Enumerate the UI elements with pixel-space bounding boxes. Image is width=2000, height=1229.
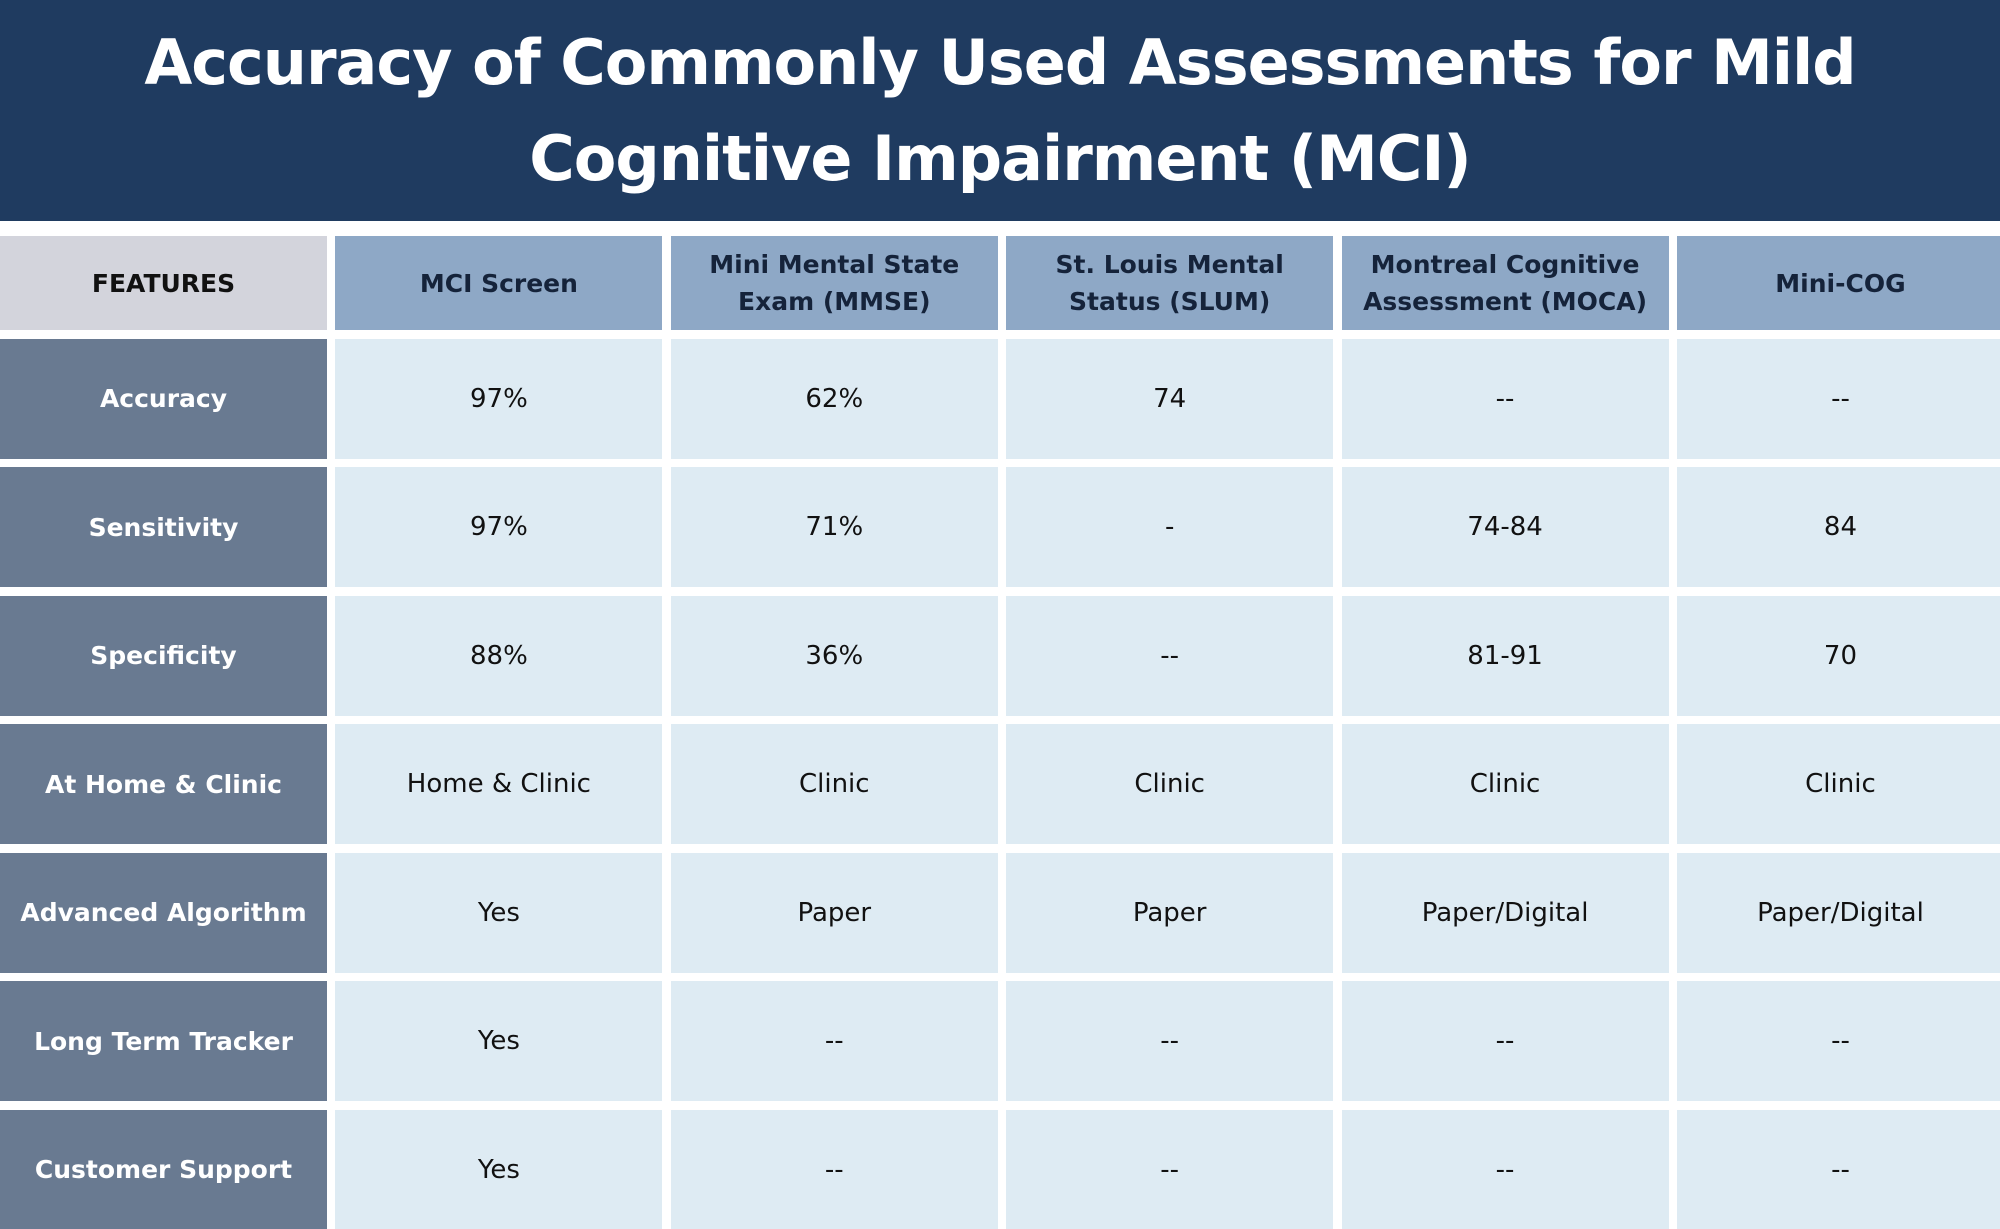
row-header-at-home-clinic: At Home & Clinic [0, 724, 327, 844]
table-cell: Clinic [1676, 724, 2000, 844]
table-cell: 97% [335, 338, 663, 459]
table-cell: Paper [670, 852, 998, 973]
table-cell: Paper/Digital [1676, 852, 2000, 973]
column-header-moca: Montreal Cognitive Assessment (MOCA) [1341, 236, 1669, 330]
table-cell: -- [670, 981, 998, 1101]
table-cell: 84 [1676, 467, 2000, 587]
column-header-mini-cog: Mini-COG [1676, 236, 2000, 330]
table-cell: 74-84 [1341, 467, 1669, 587]
row-header-sensitivity: Sensitivity [0, 467, 327, 587]
row-header-advanced-algorithm: Advanced Algorithm [0, 852, 327, 973]
features-header: FEATURES [0, 236, 327, 330]
table-cell: -- [1341, 1109, 1669, 1229]
table-cell: -- [1676, 1109, 2000, 1229]
table-cell: 74 [1006, 338, 1334, 459]
table-cell: -- [1006, 1109, 1334, 1229]
table-cell: 70 [1676, 595, 2000, 716]
table-cell: Clinic [1341, 724, 1669, 844]
table-cell: Yes [335, 852, 663, 973]
table-cell: 36% [670, 595, 998, 716]
table-cell: Yes [335, 981, 663, 1101]
column-header-slum: St. Louis Mental Status (SLUM) [1006, 236, 1334, 330]
page-title: Accuracy of Commonly Used Assessments fo… [144, 25, 1856, 195]
row-header-long-term-tracker: Long Term Tracker [0, 981, 327, 1101]
table-cell: Clinic [1006, 724, 1334, 844]
title-banner: Accuracy of Commonly Used Assessments fo… [0, 0, 2000, 221]
table-cell: Yes [335, 1109, 663, 1229]
row-header-specificity: Specificity [0, 595, 327, 716]
column-header-mci-screen: MCI Screen [335, 236, 663, 330]
table-cell: 71% [670, 467, 998, 587]
column-header-mmse: Mini Mental State Exam (MMSE) [670, 236, 998, 330]
table-cell: 62% [670, 338, 998, 459]
table-cell: -- [1341, 338, 1669, 459]
table-cell: Paper/Digital [1341, 852, 1669, 973]
table-cell: -- [1676, 338, 2000, 459]
comparison-table: FEATURES MCI Screen Mini Mental State Ex… [0, 236, 2000, 1229]
table-cell: -- [1006, 595, 1334, 716]
row-header-customer-support: Customer Support [0, 1109, 327, 1229]
table-cell: -- [1676, 981, 2000, 1101]
table-cell: 81-91 [1341, 595, 1669, 716]
table-cell: 88% [335, 595, 663, 716]
table-cell: Paper [1006, 852, 1334, 973]
table-cell: 97% [335, 467, 663, 587]
table-cell: -- [1341, 981, 1669, 1101]
table-cell: Clinic [670, 724, 998, 844]
table-cell: Home & Clinic [335, 724, 663, 844]
table-cell: - [1006, 467, 1334, 587]
table-cell: -- [1006, 981, 1334, 1101]
row-header-accuracy: Accuracy [0, 338, 327, 459]
table-cell: -- [670, 1109, 998, 1229]
